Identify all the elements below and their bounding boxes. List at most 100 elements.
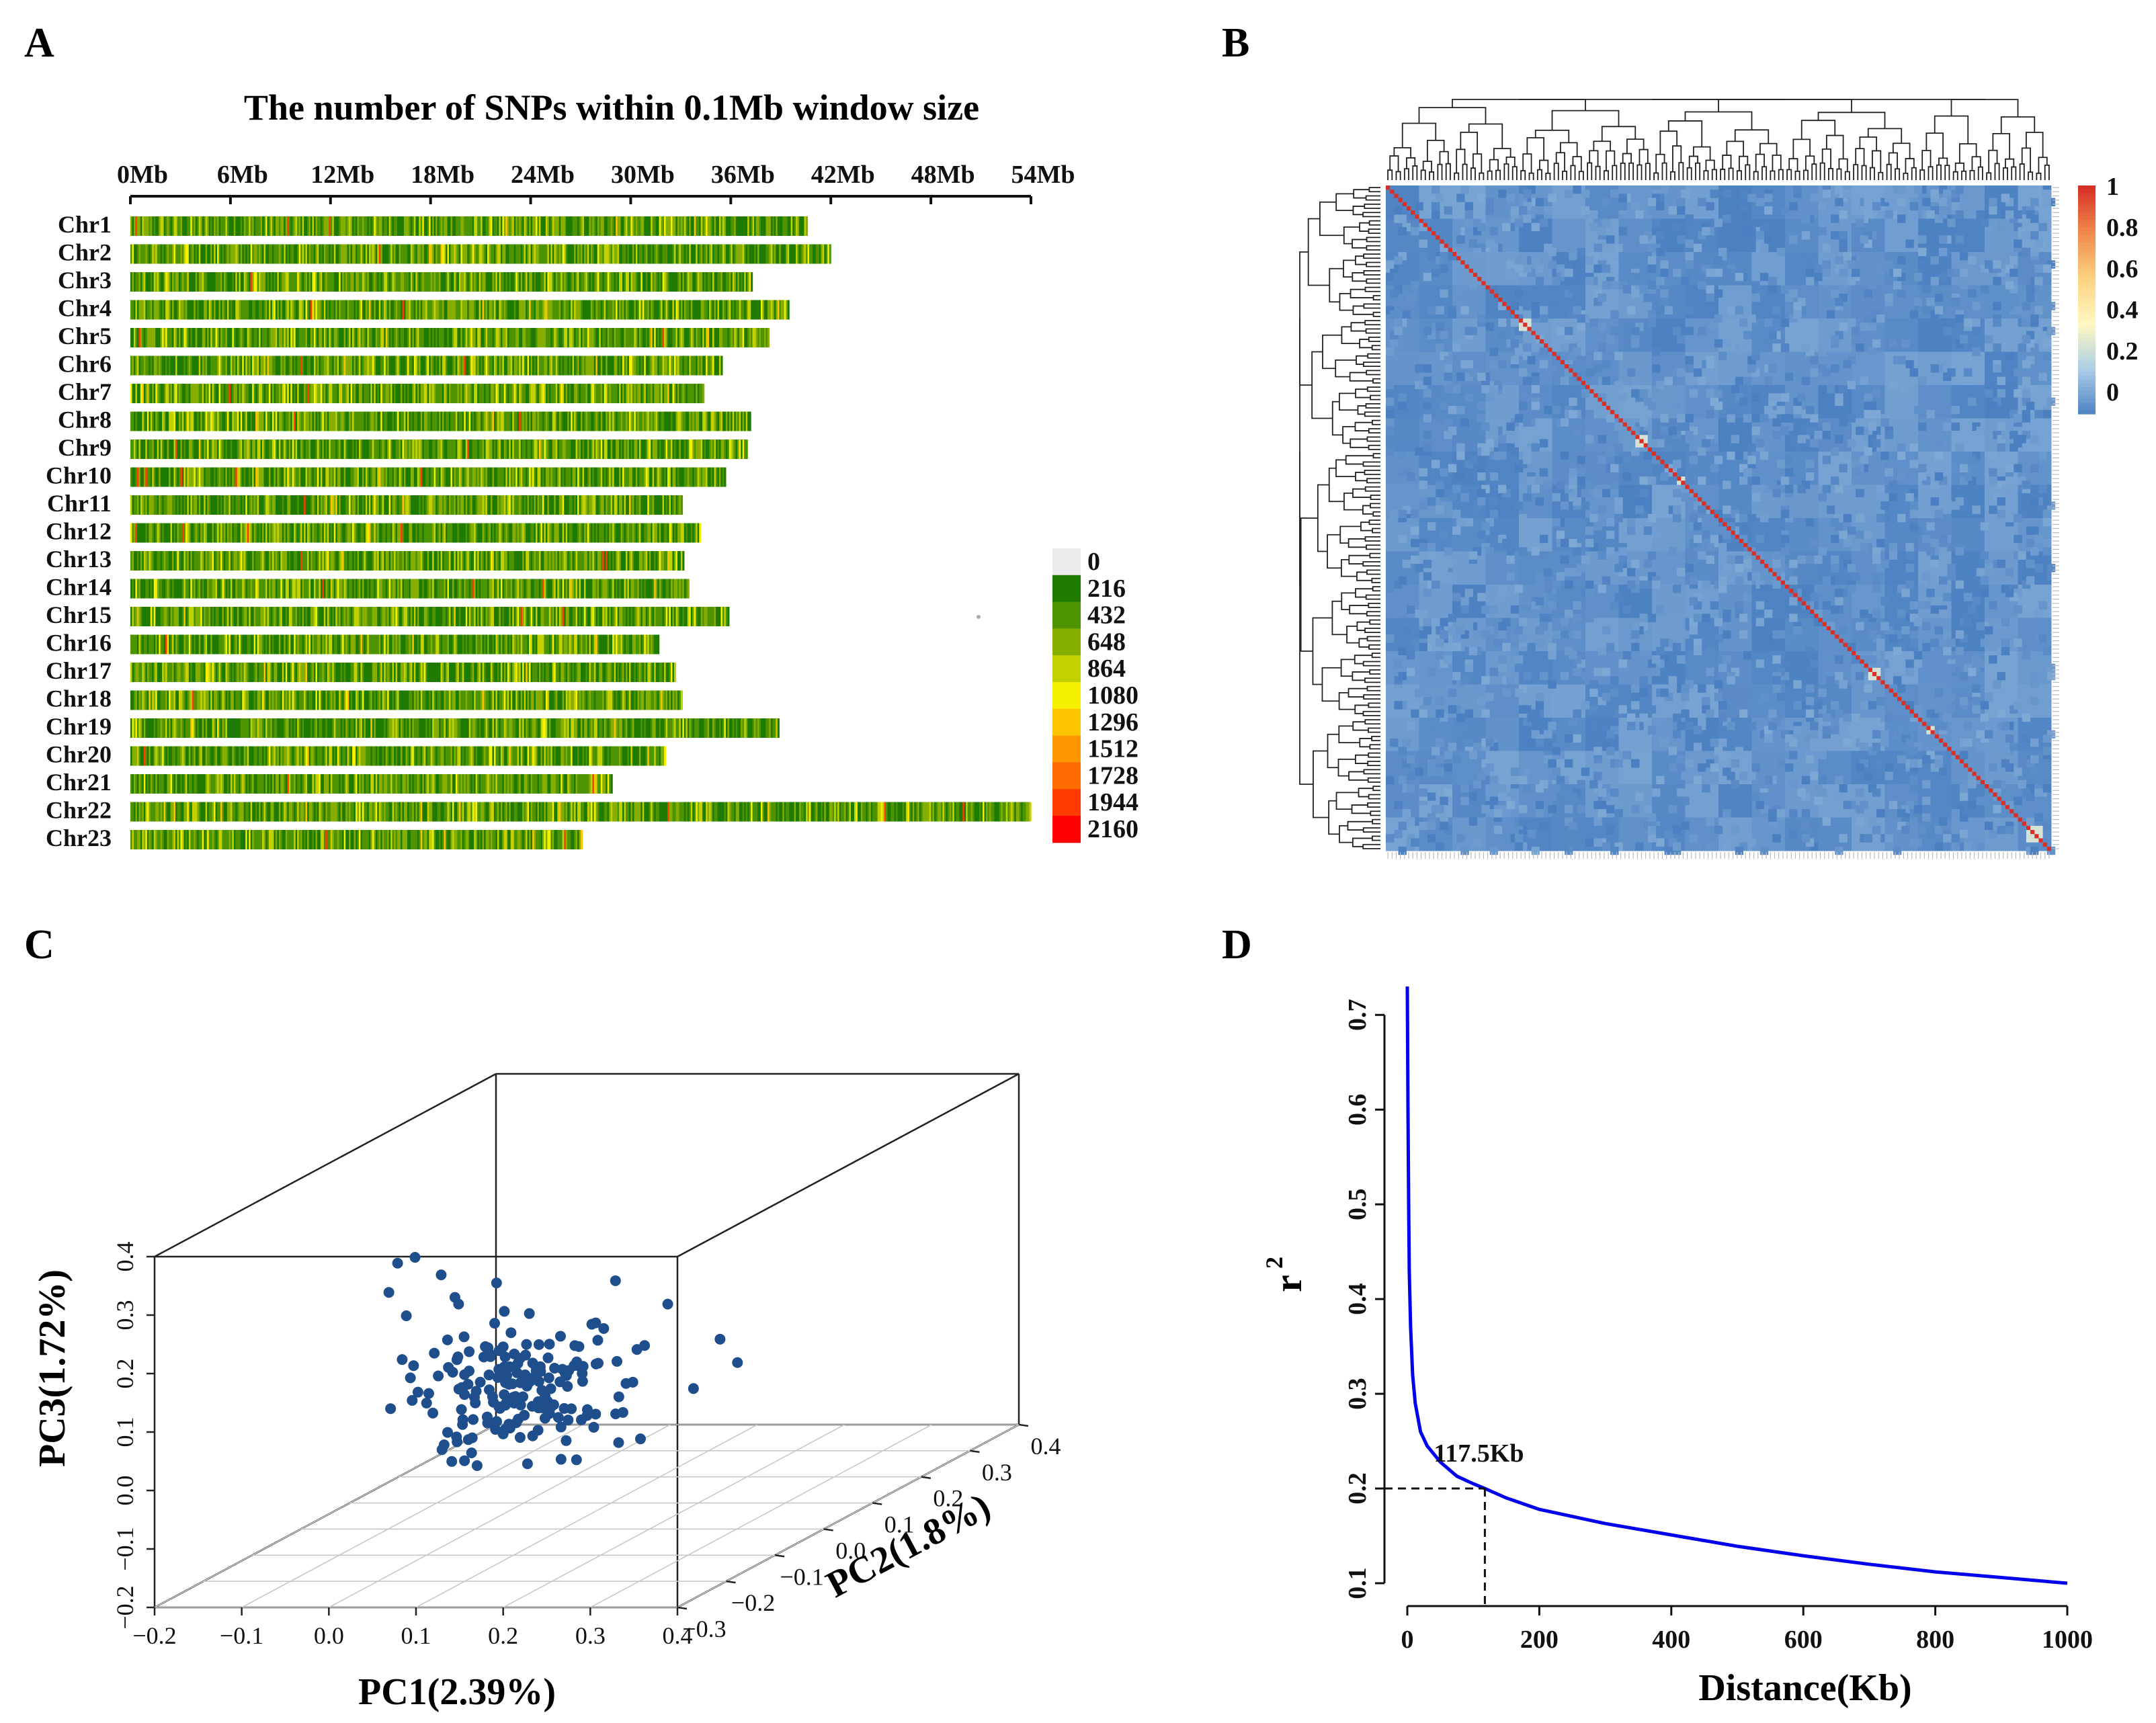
snp-window (571, 411, 573, 431)
snp-window (536, 328, 538, 347)
snp-window (442, 300, 445, 320)
snp-window (579, 411, 581, 431)
snp-window (597, 244, 599, 264)
snp-window (729, 411, 731, 431)
snp-window (477, 328, 480, 347)
snp-window (555, 244, 558, 264)
snp-window (630, 384, 633, 403)
snp-window (170, 411, 173, 431)
snp-window (250, 244, 253, 264)
snp-window (509, 411, 511, 431)
snp-window (394, 411, 397, 431)
snp-window (268, 272, 272, 292)
snp-window (510, 244, 513, 264)
snp-window (433, 355, 436, 376)
snp-window (425, 411, 428, 431)
snp-window (612, 244, 615, 264)
snp-window (223, 300, 226, 320)
snp-window (581, 411, 583, 431)
snp-window (405, 355, 408, 376)
snp-window (140, 439, 142, 459)
snp-window (294, 355, 296, 376)
snp-window (417, 439, 419, 459)
snp-window (630, 328, 633, 347)
snp-window (680, 328, 683, 347)
snp-window (502, 300, 505, 320)
snp-window (388, 244, 391, 264)
snp-window (200, 300, 203, 320)
snp-window (172, 384, 175, 403)
snp-window (167, 300, 169, 320)
snp-window (425, 384, 428, 403)
snp-window (163, 355, 166, 376)
snp-window (761, 328, 763, 347)
snp-window (180, 411, 183, 431)
snp-window (590, 384, 593, 403)
snp-window (253, 355, 256, 376)
snp-window (339, 411, 341, 431)
snp-window (554, 300, 556, 320)
snp-window (142, 355, 144, 376)
snp-window (430, 272, 433, 292)
snp-window (263, 300, 266, 320)
snp-window (412, 300, 415, 320)
snp-window (223, 384, 226, 403)
snp-window (642, 355, 645, 376)
chromosome-label: Chr4 (58, 295, 112, 322)
snp-window (690, 244, 693, 264)
snp-window (562, 216, 565, 236)
snp-window (257, 300, 259, 320)
snp-window (290, 300, 293, 320)
snp-window (606, 272, 608, 292)
snp-window (427, 328, 429, 347)
snp-window (442, 384, 445, 403)
snp-window (592, 272, 595, 292)
snp-window (415, 328, 418, 347)
snp-window (699, 244, 702, 264)
snp-window (327, 328, 329, 347)
snp-window (422, 300, 425, 320)
snp-window (444, 272, 446, 292)
snp-window (402, 384, 405, 403)
snp-window (150, 300, 153, 320)
snp-window (589, 384, 591, 403)
snp-window (160, 272, 163, 292)
snp-window (427, 216, 429, 236)
snp-window (177, 411, 179, 431)
snp-window (215, 272, 218, 292)
snp-window (624, 300, 626, 320)
snp-window (295, 216, 298, 236)
snp-window (704, 216, 706, 236)
snp-window (374, 411, 376, 431)
snp-window (265, 272, 268, 292)
snp-window (622, 328, 625, 347)
snp-window (165, 300, 168, 320)
snp-window (372, 272, 374, 292)
snp-window (345, 439, 348, 459)
snp-window (592, 439, 595, 459)
snp-window (562, 439, 565, 459)
panel-b-label: B (1222, 20, 1249, 66)
snp-window (526, 411, 528, 431)
snp-window (432, 439, 435, 459)
snp-window (617, 300, 620, 320)
snp-window (460, 300, 463, 320)
snp-window (225, 272, 228, 292)
snp-window (420, 272, 423, 292)
snp-window (606, 384, 608, 403)
snp-window (270, 300, 273, 320)
snp-window (519, 272, 522, 292)
snp-window (585, 384, 588, 403)
snp-window (265, 216, 268, 236)
snp-window (542, 244, 545, 264)
snp-window (333, 300, 336, 320)
snp-window (735, 244, 738, 264)
snp-window (609, 216, 612, 236)
snp-window (774, 216, 776, 236)
snp-window (374, 272, 376, 292)
snp-window (550, 216, 553, 236)
snp-window (720, 272, 723, 292)
snp-window (537, 439, 540, 459)
snp-window (170, 216, 173, 236)
snp-window (664, 272, 667, 292)
